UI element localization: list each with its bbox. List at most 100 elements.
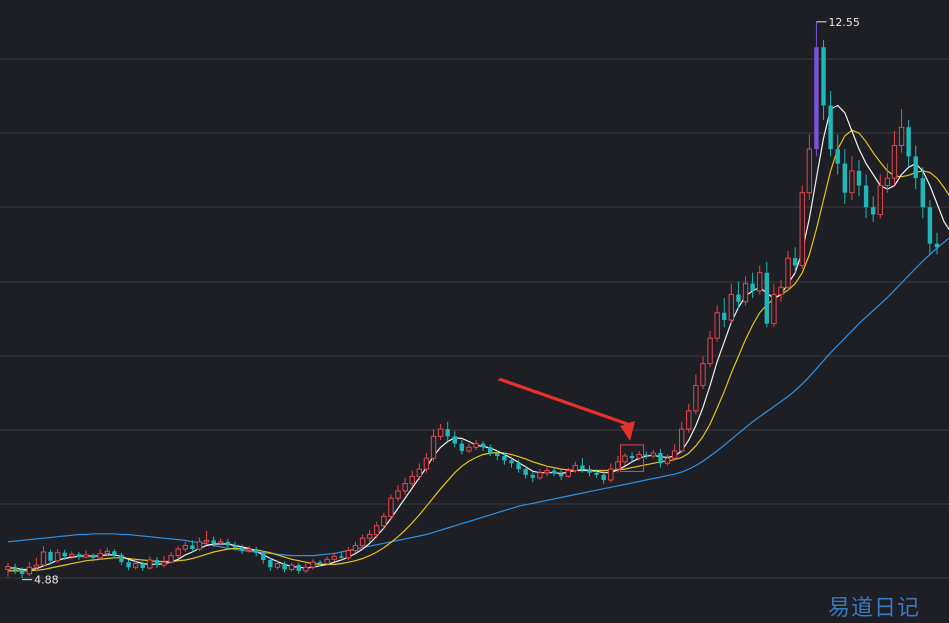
candle-body <box>629 456 635 459</box>
candle-body <box>416 468 423 477</box>
candle-body <box>700 363 706 386</box>
candle <box>509 456 514 468</box>
min-price-label: 4.88 <box>34 574 59 587</box>
candle-body <box>480 443 486 448</box>
candle <box>168 552 174 564</box>
candle-body <box>69 553 75 557</box>
candle-body <box>863 185 869 208</box>
candle <box>161 555 167 568</box>
candle <box>473 440 479 451</box>
candle-body <box>544 470 550 474</box>
candle-body <box>132 563 139 568</box>
candle-body <box>509 460 514 464</box>
candle-body <box>722 312 727 320</box>
candle <box>445 421 450 442</box>
candle <box>97 549 103 560</box>
candle <box>452 431 457 448</box>
candle <box>601 470 606 484</box>
candle <box>48 549 53 564</box>
candle-body <box>551 470 557 474</box>
candle-body <box>268 560 273 568</box>
candle-body <box>764 272 769 324</box>
candle-body <box>381 515 387 527</box>
signal-arrow <box>497 378 636 441</box>
candle-body <box>26 566 32 575</box>
candle <box>700 356 706 390</box>
candle <box>728 283 735 324</box>
candle-body <box>147 559 153 569</box>
candle <box>296 562 301 574</box>
candle-body <box>728 294 735 321</box>
candle <box>842 149 848 204</box>
candle-body <box>359 537 366 546</box>
candle <box>707 330 713 368</box>
candle-body <box>196 541 203 550</box>
candle <box>898 109 905 153</box>
candle-body <box>97 552 103 559</box>
candle-body <box>778 286 784 296</box>
candle-body <box>814 47 819 150</box>
candle-body <box>622 455 628 463</box>
candle-body <box>870 207 876 215</box>
candle <box>835 134 840 175</box>
grid-lines <box>0 58 949 579</box>
candle-body <box>437 428 444 437</box>
candle-body <box>182 544 188 550</box>
candle <box>906 120 911 168</box>
candle <box>714 305 720 342</box>
candle <box>828 90 833 157</box>
candle-body <box>608 468 614 481</box>
candle <box>218 538 224 546</box>
candle-body <box>395 490 401 499</box>
candle <box>764 261 769 328</box>
max-price-marker: 12.55 <box>816 16 860 29</box>
candle-body <box>537 472 543 479</box>
candle-body <box>203 539 210 543</box>
candle <box>182 541 188 552</box>
candle <box>402 477 408 495</box>
candle-body <box>636 454 642 459</box>
candle-body <box>644 454 649 456</box>
candle <box>594 469 599 478</box>
candle-body <box>835 149 840 164</box>
candle <box>62 549 67 560</box>
candle <box>537 469 543 480</box>
candle-body <box>352 544 359 552</box>
candle <box>686 403 692 433</box>
candle <box>693 374 699 415</box>
candle-body <box>898 126 905 146</box>
candle-body <box>317 562 323 564</box>
candle <box>736 281 741 310</box>
candle-body <box>112 551 117 555</box>
candle <box>658 448 663 468</box>
candle <box>750 272 755 299</box>
candle <box>154 557 160 568</box>
candle-body <box>806 148 813 194</box>
candle-body <box>877 184 883 216</box>
candle-body <box>161 561 167 566</box>
candle-body <box>842 163 848 193</box>
candle <box>863 174 869 219</box>
candle <box>792 247 798 273</box>
candle <box>423 453 430 473</box>
candle <box>587 465 592 477</box>
candle <box>83 550 89 559</box>
candle <box>203 530 210 545</box>
candle-body <box>254 549 259 553</box>
candle-body <box>83 554 89 558</box>
annotations: 12.55 4.88 <box>22 16 860 587</box>
candle-body <box>650 452 657 457</box>
candle <box>849 156 855 200</box>
watermark-text: 易道日记 <box>828 596 920 621</box>
candle <box>565 467 571 478</box>
candle <box>664 454 671 466</box>
candle-body <box>119 554 124 563</box>
candle-body <box>154 560 160 566</box>
candle-body <box>679 428 685 452</box>
candle <box>650 450 657 459</box>
candle-body <box>48 552 53 561</box>
candle-body <box>239 547 245 551</box>
candle-body <box>686 410 692 430</box>
candle <box>69 551 75 560</box>
